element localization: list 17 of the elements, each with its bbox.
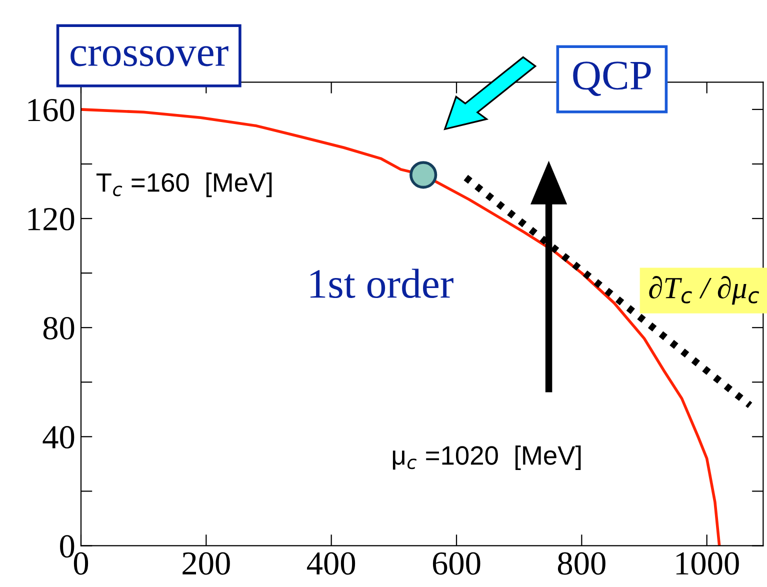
y-tick-label: 120 <box>28 208 74 230</box>
x-tick-label: 200 <box>182 552 230 575</box>
text: crossover <box>70 46 228 66</box>
y-tick-label: 40 <box>42 426 74 449</box>
x-tick-label: 800 <box>558 552 606 575</box>
annotation: T$_{c}$ =160 [MeV] <box>96 172 272 198</box>
y-tick-label: 0 <box>60 535 74 558</box>
y-tick-label: 160 <box>28 98 74 122</box>
x-tick-label: 400 <box>306 552 356 575</box>
annotation: ∂T$_{c}$ / ∂μ$_{c}$ <box>649 276 760 305</box>
annotation: QCP <box>573 62 651 96</box>
x-tick-label: 1000 <box>676 552 739 575</box>
y-tick-label: 80 <box>43 316 74 340</box>
annotation: μ$_{c}$ =1020 [MeV] <box>392 445 581 470</box>
x-tick-label: 0 <box>74 552 88 575</box>
x-tick-label: 600 <box>432 552 480 575</box>
annotation: 1st order <box>310 268 454 298</box>
